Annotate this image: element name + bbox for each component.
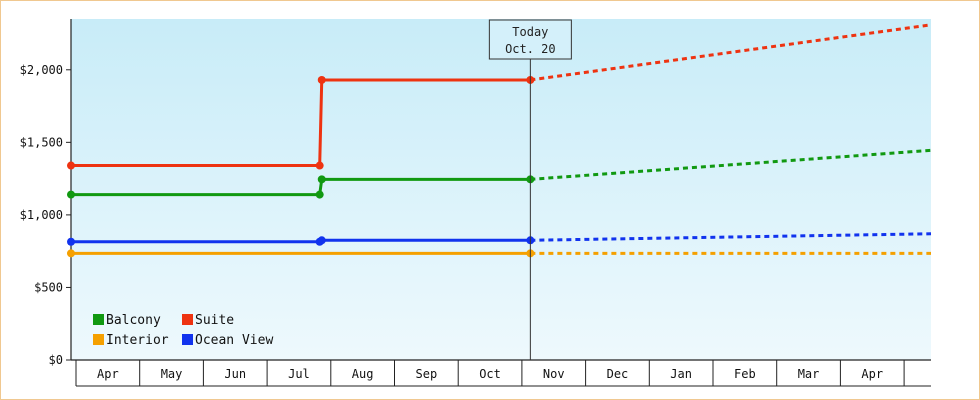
ocean-view-point [317,236,326,245]
ocean-view-history-line [71,238,531,244]
x-tick-label: Jun [224,367,246,381]
suite-point [67,161,75,170]
y-axis: $0 $500 $1,000 $1,500 $2,000 [20,19,931,367]
y-tick-label: $500 [34,280,63,294]
x-tick-label: Nov [543,367,565,381]
legend-label-suite: Suite [195,313,234,328]
suite-forecast-line [530,23,932,82]
legend: Balcony Suite Interior Ocean View [93,313,273,348]
ocean-view-point [67,237,75,246]
x-tick-label: Jul [288,367,310,381]
legend-label-balcony: Balcony [106,313,161,328]
x-tick-label: Apr [97,367,119,381]
legend-swatch-ocean-view [182,334,193,345]
y-tick-label: $2,000 [20,63,63,77]
x-tick-label: Sep [416,367,438,381]
balcony-forecast-line [530,148,932,181]
today-date: Oct. 20 [505,42,556,56]
suite-history-line [71,78,531,168]
suite-point [315,161,324,170]
x-tick-label: Dec [607,367,629,381]
y-tick-label: $0 [49,353,63,367]
x-tick-label: Apr [861,367,883,381]
legend-swatch-interior [93,334,104,345]
ocean-view-forecast-line [530,232,932,242]
x-tick-label: Jan [670,367,692,381]
legend-swatch-balcony [93,314,104,325]
today-box [488,19,572,60]
suite-point [317,75,326,84]
x-tick-label: Aug [352,367,374,381]
x-tick-label: Feb [734,367,756,381]
balcony-history-line [71,177,531,197]
y-tick-label: $1,500 [20,135,63,149]
legend-label-interior: Interior [106,333,169,348]
balcony-point [67,190,75,199]
x-axis: Apr May Jun Jul Aug Sep Oct Nov Dec Jan Feb Mar Apr [75,360,931,387]
x-tick-label: Oct [479,367,501,381]
today-label: Today [512,25,548,39]
balcony-point [315,190,324,199]
x-tick-label: Mar [798,367,820,381]
legend-swatch-suite [182,314,193,325]
series-layer [67,23,932,258]
x-tick-label: May [161,367,183,381]
balcony-point [317,175,326,184]
legend-label-ocean-view: Ocean View [195,333,273,348]
plot-background [71,19,931,360]
today-marker: Today Oct. 20 [488,19,572,360]
y-tick-label: $1,000 [20,208,63,222]
interior-point [67,249,75,258]
